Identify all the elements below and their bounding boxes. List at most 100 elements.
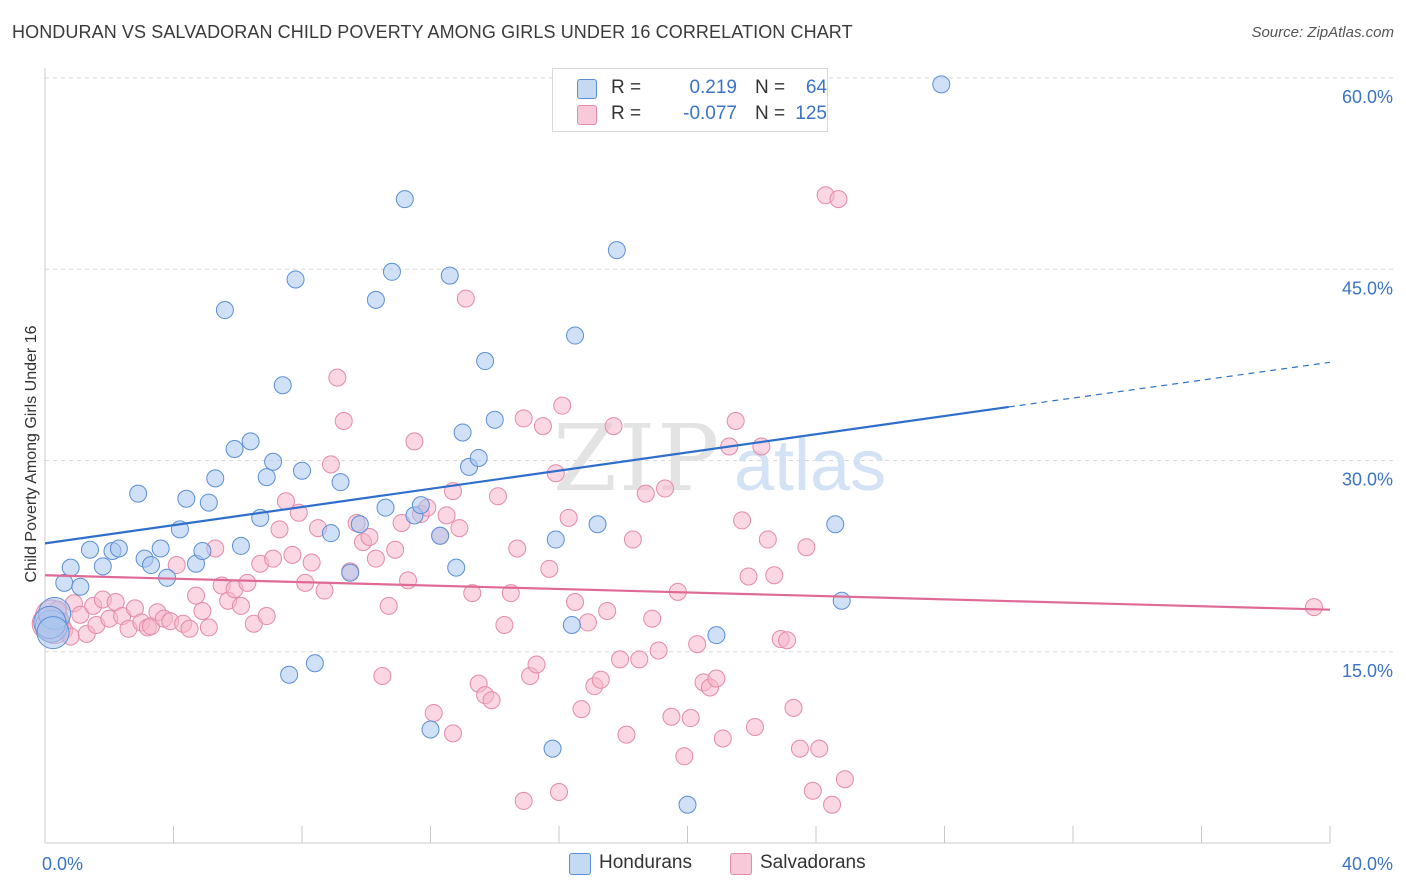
- data-point: [550, 783, 568, 801]
- data-point: [186, 586, 205, 605]
- data-point: [293, 461, 311, 480]
- data-point: [199, 618, 218, 637]
- data-point: [829, 190, 848, 209]
- data-point: [215, 301, 234, 320]
- x-tick-label: 40.0%: [1342, 854, 1393, 874]
- data-point: [546, 530, 565, 549]
- data-point: [591, 670, 610, 689]
- data-point: [395, 190, 414, 209]
- data-point: [623, 530, 642, 549]
- data-point: [688, 635, 707, 654]
- data-point: [495, 615, 514, 634]
- y-tick-label: 45.0%: [1342, 278, 1393, 298]
- data-point: [546, 464, 565, 483]
- data-point: [784, 698, 803, 717]
- axes: [44, 68, 1331, 844]
- data-point: [562, 615, 581, 634]
- legend-label-salvadorans: Salvadorans: [760, 852, 866, 873]
- data-point: [810, 739, 829, 758]
- data-point: [280, 665, 299, 684]
- tick-labels: 15.0% 30.0% 45.0% 60.0% 0.0% 40.0%: [42, 87, 1393, 874]
- data-point: [508, 539, 527, 558]
- data-point: [286, 270, 305, 289]
- data-point: [559, 508, 578, 527]
- data-point: [177, 489, 196, 508]
- data-point: [341, 563, 360, 582]
- data-point: [453, 423, 472, 442]
- data-point: [264, 452, 283, 471]
- legend-swatch-pink: [577, 105, 597, 125]
- data-point: [315, 581, 334, 600]
- data-point: [411, 496, 430, 515]
- data-point: [790, 739, 809, 758]
- data-point: [488, 487, 507, 506]
- data-point: [514, 791, 533, 810]
- data-point: [257, 468, 276, 487]
- data-point: [405, 432, 424, 451]
- y-tick-label: 60.0%: [1342, 87, 1393, 107]
- data-point: [321, 524, 340, 543]
- data-point: [733, 511, 752, 530]
- data-point: [238, 573, 257, 592]
- data-point: [578, 613, 597, 632]
- data-point: [399, 571, 418, 590]
- legend-r-label: R =: [611, 77, 642, 98]
- data-point: [823, 795, 842, 814]
- data-point: [231, 596, 250, 615]
- data-point: [386, 540, 405, 559]
- data-point: [514, 409, 533, 428]
- legend-r-value: 0.219: [689, 77, 737, 98]
- legend-n-label: N =: [755, 77, 786, 98]
- data-point: [270, 520, 289, 539]
- data-point: [543, 739, 562, 758]
- data-point: [366, 290, 385, 309]
- data-point: [707, 669, 726, 688]
- data-point: [257, 607, 276, 626]
- data-point: [305, 654, 324, 673]
- trend-line-hondurans-extension: [1008, 361, 1331, 408]
- data-point: [424, 703, 443, 722]
- data-point: [662, 707, 681, 726]
- data-point: [350, 515, 369, 534]
- data-point: [321, 455, 340, 474]
- data-point: [1304, 598, 1323, 617]
- data-point: [129, 484, 148, 503]
- y-axis-label: Child Poverty Among Girls Under 16: [23, 325, 40, 583]
- legend-n-label: N =: [755, 103, 786, 124]
- data-point: [376, 498, 395, 517]
- trend-line-hondurans: [44, 405, 1009, 545]
- data-point: [456, 289, 475, 308]
- trend-line-salvadorans: [44, 574, 1331, 611]
- data-point: [604, 417, 623, 436]
- data-point: [440, 266, 459, 285]
- data-point: [485, 410, 504, 429]
- data-point: [421, 720, 440, 739]
- data-point: [598, 601, 617, 620]
- data-point: [302, 553, 321, 572]
- source-credit: Source: ZipAtlas.com: [1251, 24, 1394, 41]
- grid-lines: [45, 77, 1395, 653]
- data-point: [61, 558, 80, 577]
- data-point: [193, 542, 212, 561]
- data-point: [832, 591, 851, 610]
- data-point: [443, 724, 462, 743]
- data-point: [745, 717, 764, 736]
- data-point: [553, 396, 572, 415]
- data-point: [803, 781, 822, 800]
- data-point: [758, 530, 777, 549]
- data-point: [151, 539, 170, 558]
- data-point: [225, 440, 244, 459]
- data-point: [331, 473, 350, 492]
- data-point: [713, 729, 732, 748]
- legend-swatch-blue: [569, 853, 591, 875]
- data-point: [241, 432, 260, 451]
- data-point: [726, 411, 745, 430]
- legend-label-hondurans: Hondurans: [599, 852, 692, 873]
- data-point: [379, 596, 398, 615]
- data-point: [71, 605, 90, 624]
- watermark: ZIP atlas: [553, 405, 886, 512]
- data-point: [463, 584, 482, 603]
- data-point: [450, 519, 469, 538]
- stats-legend: R = 0.219 N = 64 R = -0.077 N = 125: [552, 68, 828, 132]
